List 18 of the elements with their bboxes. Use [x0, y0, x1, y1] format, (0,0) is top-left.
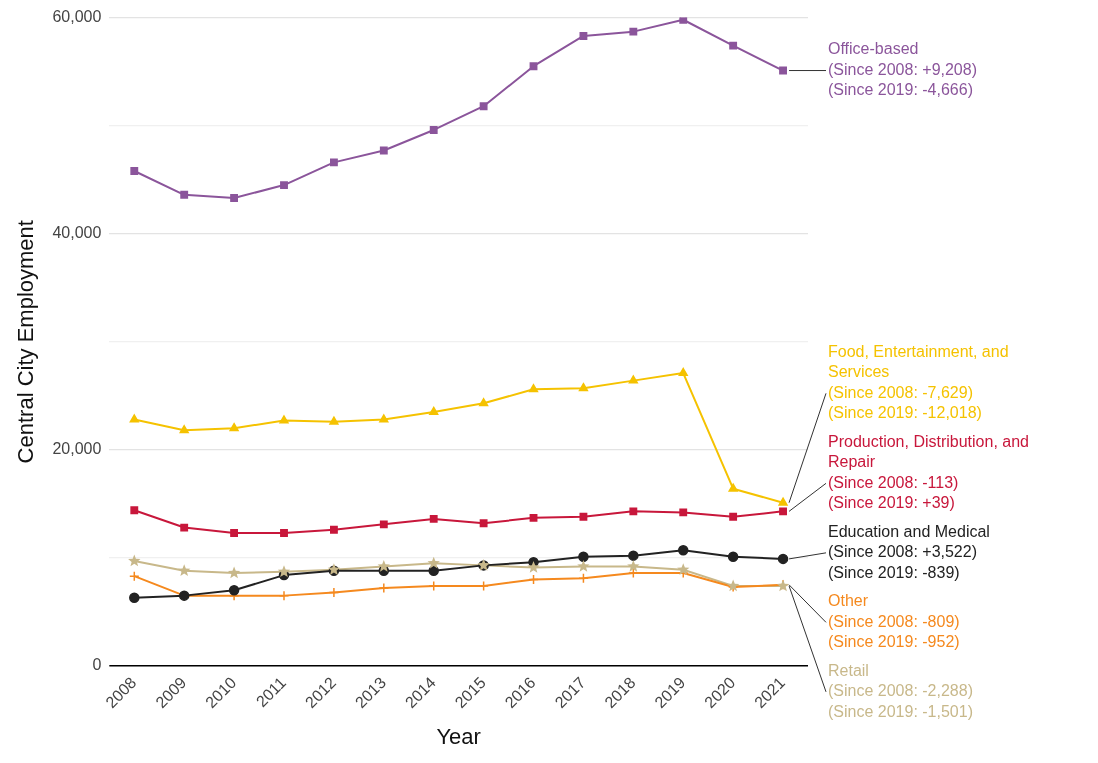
annotation: (Since 2008: -7,629) (Since 2019: -12,018) [828, 383, 982, 422]
text: Food, Entertainment, and Services [828, 342, 1009, 381]
text: Production, Distribution, and Repair [828, 432, 1029, 471]
text: Education and Medical [828, 522, 990, 540]
text: Retail [828, 661, 869, 679]
y-tick-label: 40,000 [52, 224, 102, 242]
text: Other [828, 592, 869, 610]
y-axis-title: Central City Employment [13, 220, 39, 464]
annotation: (Since 2008: -113) (Since 2019: +39) [828, 473, 959, 512]
y-tick-label: 20,000 [52, 440, 102, 458]
annotation: (Since 2008: +9,208) (Since 2019: -4,666) [828, 60, 977, 99]
annotation: (Since 2008: -2,288) (Since 2019: -1,501) [828, 682, 973, 720]
annotation: (Since 2008: -809) (Since 2019: -952) [828, 612, 960, 651]
y-tick-label: 0 [92, 656, 102, 674]
text: Office-based [828, 40, 919, 58]
y-tick-label: 60,000 [52, 8, 102, 26]
annotation: (Since 2008: +3,522) (Since 2019: -839) [828, 543, 977, 581]
x-axis-title: Year [436, 723, 481, 749]
